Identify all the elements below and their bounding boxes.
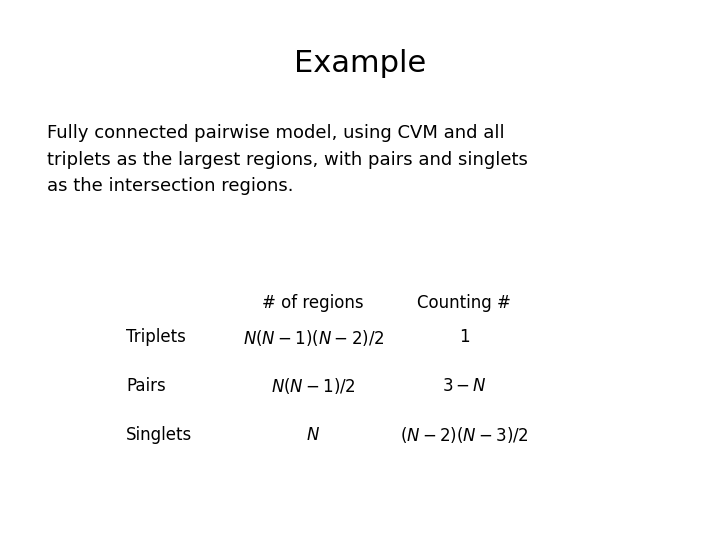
Text: $N$: $N$	[306, 426, 320, 444]
Text: Counting #: Counting #	[418, 294, 511, 312]
Text: Fully connected pairwise model, using CVM and all
triplets as the largest region: Fully connected pairwise model, using CV…	[47, 124, 528, 195]
Text: # of regions: # of regions	[262, 294, 364, 312]
Text: $(N-2)(N-3)/2$: $(N-2)(N-3)/2$	[400, 424, 528, 445]
Text: $N(N-1)(N-2)/2$: $N(N-1)(N-2)/2$	[243, 327, 384, 348]
Text: Singlets: Singlets	[126, 426, 192, 444]
Text: Triplets: Triplets	[126, 328, 186, 347]
Text: Pairs: Pairs	[126, 377, 166, 395]
Text: Example: Example	[294, 49, 426, 78]
Text: $N(N-1)/2$: $N(N-1)/2$	[271, 376, 356, 396]
Text: $3-N$: $3-N$	[442, 377, 487, 395]
Text: $1$: $1$	[459, 328, 470, 347]
